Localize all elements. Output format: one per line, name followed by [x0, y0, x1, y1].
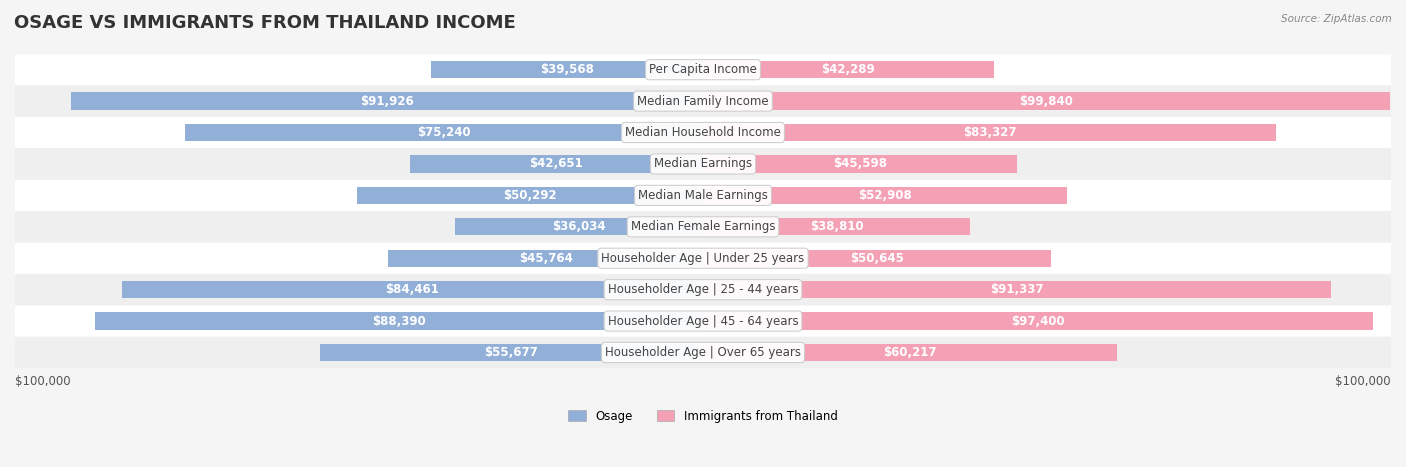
FancyBboxPatch shape	[15, 337, 1391, 368]
FancyBboxPatch shape	[15, 54, 1391, 85]
Text: Source: ZipAtlas.com: Source: ZipAtlas.com	[1281, 14, 1392, 24]
Bar	[703, 124, 1277, 141]
Text: $88,390: $88,390	[373, 315, 426, 327]
Text: Median Female Earnings: Median Female Earnings	[631, 220, 775, 234]
Bar	[122, 281, 703, 298]
FancyBboxPatch shape	[15, 149, 1391, 179]
Bar	[70, 92, 703, 110]
Bar	[703, 156, 1017, 173]
Bar	[456, 218, 703, 235]
Text: $84,461: $84,461	[385, 283, 440, 296]
Bar	[703, 61, 994, 78]
Bar	[703, 312, 1374, 330]
Text: Median Earnings: Median Earnings	[654, 157, 752, 170]
Text: $99,840: $99,840	[1019, 95, 1073, 107]
Text: $50,645: $50,645	[851, 252, 904, 265]
Text: $45,764: $45,764	[519, 252, 572, 265]
Text: $83,327: $83,327	[963, 126, 1017, 139]
FancyBboxPatch shape	[15, 117, 1391, 148]
Text: $45,598: $45,598	[832, 157, 887, 170]
Text: Median Household Income: Median Household Income	[626, 126, 780, 139]
Bar	[409, 156, 703, 173]
FancyBboxPatch shape	[15, 243, 1391, 274]
Text: $36,034: $36,034	[553, 220, 606, 234]
Bar	[703, 187, 1067, 204]
FancyBboxPatch shape	[15, 274, 1391, 305]
Text: OSAGE VS IMMIGRANTS FROM THAILAND INCOME: OSAGE VS IMMIGRANTS FROM THAILAND INCOME	[14, 14, 516, 32]
Bar	[321, 344, 703, 361]
Legend: Osage, Immigrants from Thailand: Osage, Immigrants from Thailand	[564, 405, 842, 427]
Text: Per Capita Income: Per Capita Income	[650, 63, 756, 76]
Text: $39,568: $39,568	[540, 63, 593, 76]
Text: $97,400: $97,400	[1011, 315, 1064, 327]
Bar	[357, 187, 703, 204]
Text: $52,908: $52,908	[858, 189, 912, 202]
Bar	[430, 61, 703, 78]
Text: Median Male Earnings: Median Male Earnings	[638, 189, 768, 202]
Text: $91,337: $91,337	[990, 283, 1043, 296]
FancyBboxPatch shape	[15, 180, 1391, 211]
Text: Median Family Income: Median Family Income	[637, 95, 769, 107]
Bar	[703, 218, 970, 235]
Bar	[703, 281, 1331, 298]
Text: $42,651: $42,651	[530, 157, 583, 170]
Text: Householder Age | 45 - 64 years: Householder Age | 45 - 64 years	[607, 315, 799, 327]
Bar	[388, 249, 703, 267]
Bar	[703, 92, 1391, 110]
FancyBboxPatch shape	[15, 306, 1391, 337]
Bar	[186, 124, 703, 141]
Text: Householder Age | 25 - 44 years: Householder Age | 25 - 44 years	[607, 283, 799, 296]
Text: $75,240: $75,240	[418, 126, 471, 139]
Text: $100,000: $100,000	[15, 375, 70, 388]
Text: $42,289: $42,289	[821, 63, 876, 76]
Text: Householder Age | Under 25 years: Householder Age | Under 25 years	[602, 252, 804, 265]
Text: $38,810: $38,810	[810, 220, 863, 234]
Text: $100,000: $100,000	[1336, 375, 1391, 388]
Bar	[703, 344, 1118, 361]
FancyBboxPatch shape	[15, 212, 1391, 242]
Text: $50,292: $50,292	[503, 189, 557, 202]
FancyBboxPatch shape	[15, 86, 1391, 116]
Bar	[94, 312, 703, 330]
Text: $91,926: $91,926	[360, 95, 413, 107]
Text: $60,217: $60,217	[883, 346, 936, 359]
Text: $55,677: $55,677	[485, 346, 538, 359]
Bar	[703, 249, 1052, 267]
Text: Householder Age | Over 65 years: Householder Age | Over 65 years	[605, 346, 801, 359]
